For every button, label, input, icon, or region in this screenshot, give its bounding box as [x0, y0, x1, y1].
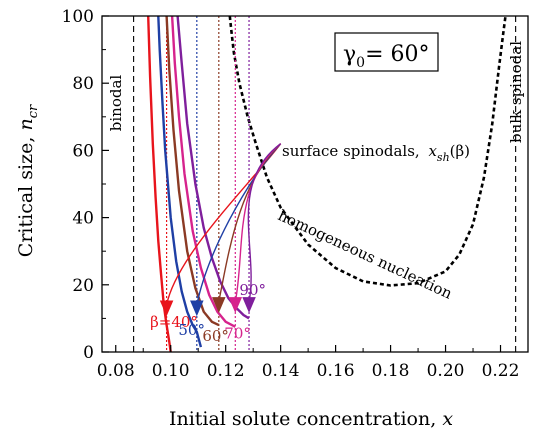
series-label-0: β=40° [150, 313, 198, 331]
series-label-1: 50° [178, 321, 205, 339]
spinodal-arrow-3 [228, 297, 243, 313]
spinodal-annotation-text: surface spinodals, [282, 142, 420, 160]
plot-area: β=40°50°60°70° 90° [101, 15, 529, 353]
x-tick-label: 0.08 [97, 361, 135, 381]
spinodal-connector-2 [218, 143, 282, 302]
spinodal-arrow-4 [242, 297, 256, 313]
gamma-box: γ0= 60° [334, 32, 439, 72]
spinodal-arrow-0 [159, 300, 174, 317]
y-tick-label: 40 [72, 209, 94, 229]
series-label-4: 90° [239, 281, 266, 299]
binodal-label: binodal [107, 75, 125, 132]
y-axis-label-text: Critical size, [15, 131, 37, 258]
x-axis-label-var: x [442, 408, 453, 430]
y-tick-label: 20 [72, 276, 94, 296]
x-tick-label: 0.18 [372, 361, 410, 381]
spinodal-annotation: surface spinodals, xsh(β) [282, 142, 470, 164]
spinodal-arrow-1 [190, 300, 204, 317]
svg-text:γ0= 60°: γ0= 60° [343, 42, 430, 71]
x-axis-label-text: Initial solute concentration, [169, 408, 442, 430]
x-tick-label: 0.14 [262, 361, 300, 381]
series-label-2: 60° [202, 327, 229, 345]
series-curve-1 [157, 16, 203, 348]
gamma-subscript: 0 [356, 55, 365, 71]
series-curve-2 [165, 16, 220, 327]
y-axis-label: Critical size, ncr [15, 104, 41, 257]
homogeneous-nucleation-label: homogeneous nucleation [275, 206, 455, 303]
gamma-value: = 60° [365, 42, 429, 67]
spinodal-connector-1 [196, 143, 282, 306]
spinodal-arrow-2 [212, 297, 226, 313]
x-axis-label: Initial solute concentration, x [169, 408, 453, 430]
y-tick-label: 100 [62, 7, 94, 27]
ticks-layer: 0 20 40 60 80 100 0.08 0.10 0.12 0.14 0.16 0.18 0.20… [62, 7, 520, 381]
y-tick-label: 80 [72, 74, 94, 94]
spinodal-connector-3 [234, 143, 282, 302]
x-tick-label: 0.16 [317, 361, 355, 381]
series-label-3: 70° [224, 325, 251, 343]
series-curve-3 [170, 16, 236, 328]
spinodal-annotation-sub: sh [437, 151, 450, 164]
y-tick-label: 60 [72, 141, 94, 161]
y-axis-label-var: n [15, 118, 37, 130]
bulk-spinodal-label: bulk spinodal [507, 41, 525, 143]
spinodal-annotation-tail: (β) [450, 142, 470, 160]
series-curve-0 [147, 16, 172, 352]
x-tick-label: 0.20 [427, 361, 465, 381]
spinodal-connector-4 [247, 143, 282, 302]
x-tick-label: 0.12 [207, 361, 245, 381]
x-tick-label: 0.10 [152, 361, 190, 381]
spinodal-annotation-x: x [428, 142, 437, 160]
gamma-symbol: γ [343, 42, 356, 67]
y-axis-label-sub: cr [26, 104, 41, 118]
x-tick-label: 0.22 [482, 361, 520, 381]
y-tick-label: 0 [83, 343, 94, 363]
homogeneous-nucleation-curve [228, 16, 507, 287]
